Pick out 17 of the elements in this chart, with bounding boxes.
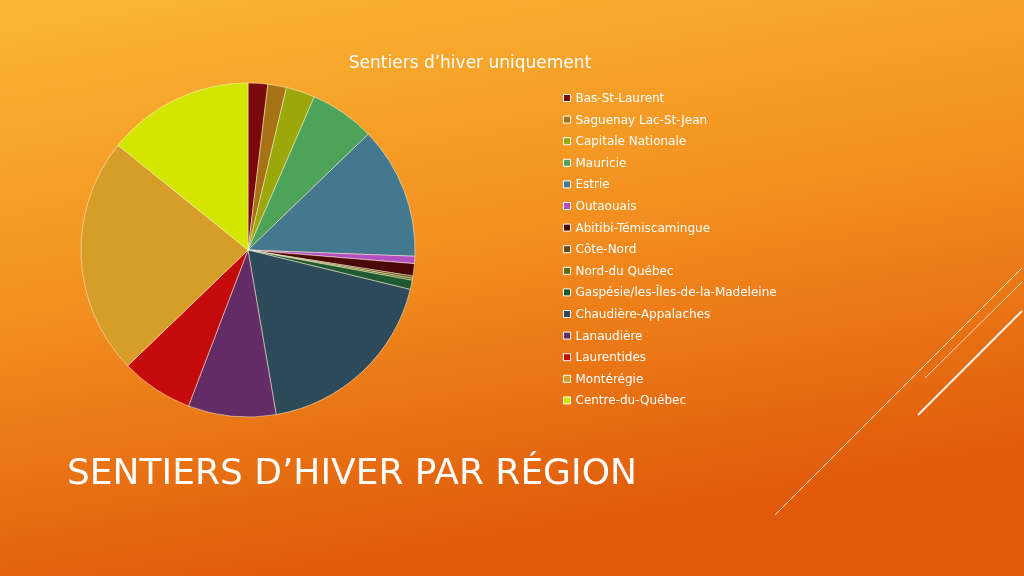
legend-label: Abitibi-Témiscamingue	[575, 220, 711, 235]
legend-label: Capitale Nationale	[575, 134, 687, 149]
legend-label: Lanaudière	[575, 328, 643, 343]
legend-label: Bas-St-Laurent	[575, 91, 665, 105]
legend-label: Chaudière-Appalaches	[575, 307, 711, 321]
legend-label: Gaspésie/les-Îles-de-la-Madeleine	[575, 284, 777, 300]
legend-label: Centre-du-Québec	[575, 393, 686, 408]
legend-label: Outaouais	[575, 199, 637, 213]
legend-label: Estrie	[575, 177, 610, 192]
legend-label: Nord-du Québec	[575, 263, 674, 278]
legend-label: Laurentides	[575, 350, 647, 365]
text: SENTIERS D’HIVER PAR RÉGION	[67, 450, 637, 492]
legend-label: Saguenay Lac-St-Jean	[575, 112, 708, 127]
chart-title: Sentiers d’hiver uniquement	[348, 51, 592, 72]
legend-label: Mauricie	[575, 155, 627, 170]
legend-label: Montérégie	[575, 371, 644, 386]
legend-label: Côte-Nord	[575, 242, 637, 257]
